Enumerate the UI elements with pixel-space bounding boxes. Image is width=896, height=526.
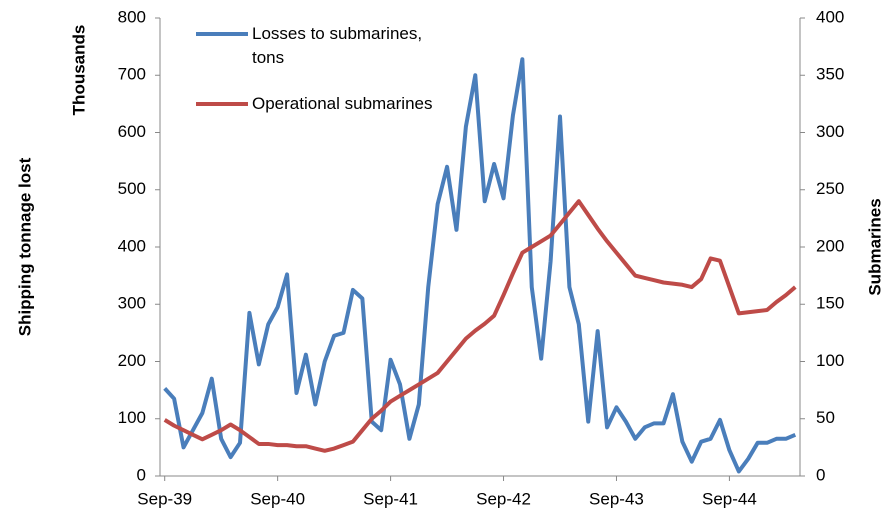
y-unit-label: Thousands bbox=[69, 25, 88, 116]
y-axis-title: Shipping tonnage lost bbox=[15, 157, 34, 336]
y2-axis-title: Submarines bbox=[865, 198, 884, 295]
legend-label: Losses to submarines, tons bbox=[252, 24, 423, 67]
y2-tick-label: 150 bbox=[816, 294, 844, 313]
y2-tick-label: 400 bbox=[816, 7, 844, 26]
y2-tick-label: 300 bbox=[816, 122, 844, 141]
y2-tick-label: 100 bbox=[816, 351, 844, 370]
y-tick-label: 200 bbox=[118, 351, 146, 370]
y2-tick-label: 50 bbox=[816, 408, 835, 427]
y-tick-label: 700 bbox=[118, 65, 146, 84]
x-tick-label: Sep-39 bbox=[137, 489, 192, 508]
y2-tick-label: 250 bbox=[816, 179, 844, 198]
x-tick-label: Sep-42 bbox=[476, 489, 531, 508]
y2-tick-label: 0 bbox=[816, 465, 825, 484]
y2-tick-label: 200 bbox=[816, 236, 844, 255]
series-line bbox=[163, 199, 797, 453]
x-tick-label: Sep-43 bbox=[589, 489, 644, 508]
y-tick-label: 400 bbox=[118, 236, 146, 255]
y-tick-label: 600 bbox=[118, 122, 146, 141]
y-tick-label: 500 bbox=[118, 179, 146, 198]
y-tick-label: 0 bbox=[137, 465, 146, 484]
legend-label: Operational submarines bbox=[252, 94, 433, 113]
series-line bbox=[163, 57, 797, 474]
y-tick-label: 100 bbox=[118, 408, 146, 427]
x-tick-label: Sep-44 bbox=[702, 489, 757, 508]
x-tick-label: Sep-40 bbox=[250, 489, 305, 508]
y2-tick-label: 350 bbox=[816, 65, 844, 84]
x-tick-label: Sep-41 bbox=[363, 489, 418, 508]
y-tick-label: 800 bbox=[118, 7, 146, 26]
y-tick-label: 300 bbox=[118, 294, 146, 313]
